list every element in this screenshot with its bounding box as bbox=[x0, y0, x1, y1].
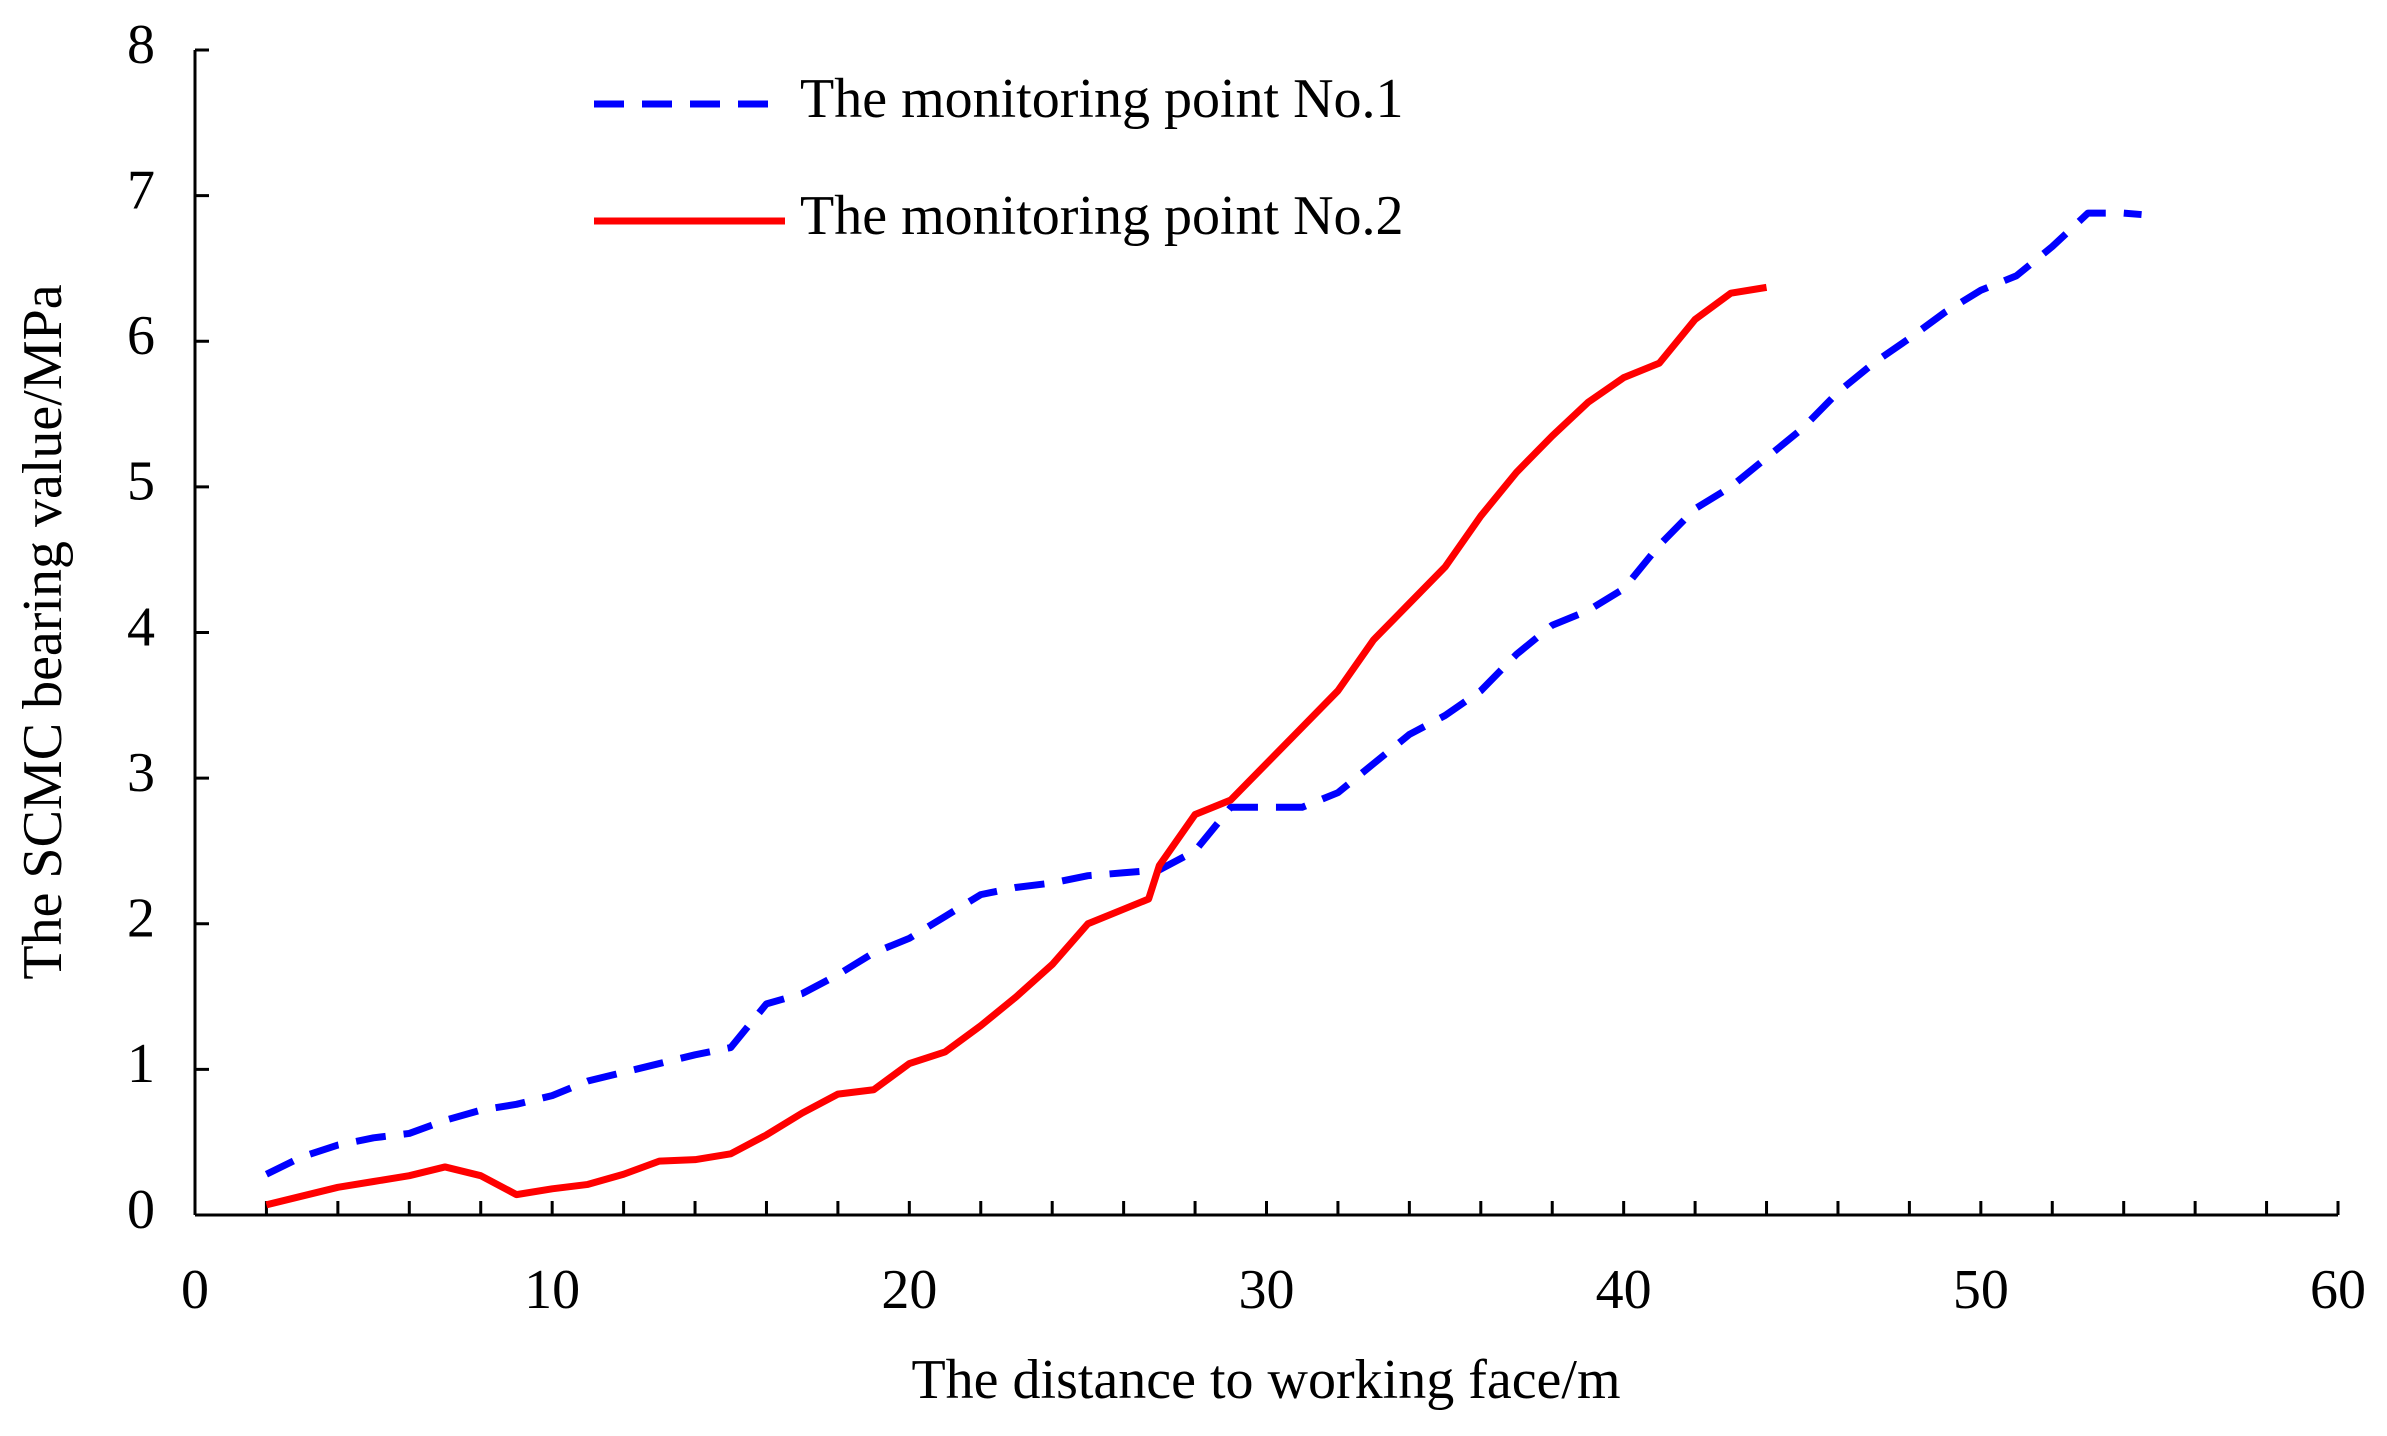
y-tick-label: 6 bbox=[127, 305, 155, 367]
x-tick-label: 60 bbox=[2310, 1259, 2366, 1321]
x-tick-label: 20 bbox=[881, 1259, 937, 1321]
y-tick-label: 2 bbox=[127, 888, 155, 950]
y-tick-label: 0 bbox=[127, 1179, 155, 1241]
y-axis-label: The SCMC bearing value/MPa bbox=[12, 284, 74, 979]
legend-label: The monitoring point No.2 bbox=[800, 185, 1404, 247]
x-tick-label: 10 bbox=[524, 1259, 580, 1321]
legend-label: The monitoring point No.1 bbox=[800, 68, 1404, 130]
y-tick-label: 8 bbox=[127, 14, 155, 76]
series-line bbox=[264, 209, 2142, 1178]
x-tick-label: 0 bbox=[181, 1259, 209, 1321]
x-tick-label: 50 bbox=[1953, 1259, 2009, 1321]
y-tick-label: 4 bbox=[127, 596, 155, 658]
x-tick-label: 40 bbox=[1596, 1259, 1652, 1321]
y-tick-label: 7 bbox=[127, 159, 155, 221]
y-tick-label: 5 bbox=[127, 451, 155, 513]
y-tick-label: 1 bbox=[127, 1033, 155, 1095]
x-axis-label: The distance to working face/m bbox=[911, 1349, 1620, 1411]
series-line bbox=[265, 283, 1768, 1209]
x-tick-label: 30 bbox=[1239, 1259, 1295, 1321]
y-tick-label: 3 bbox=[127, 742, 155, 804]
